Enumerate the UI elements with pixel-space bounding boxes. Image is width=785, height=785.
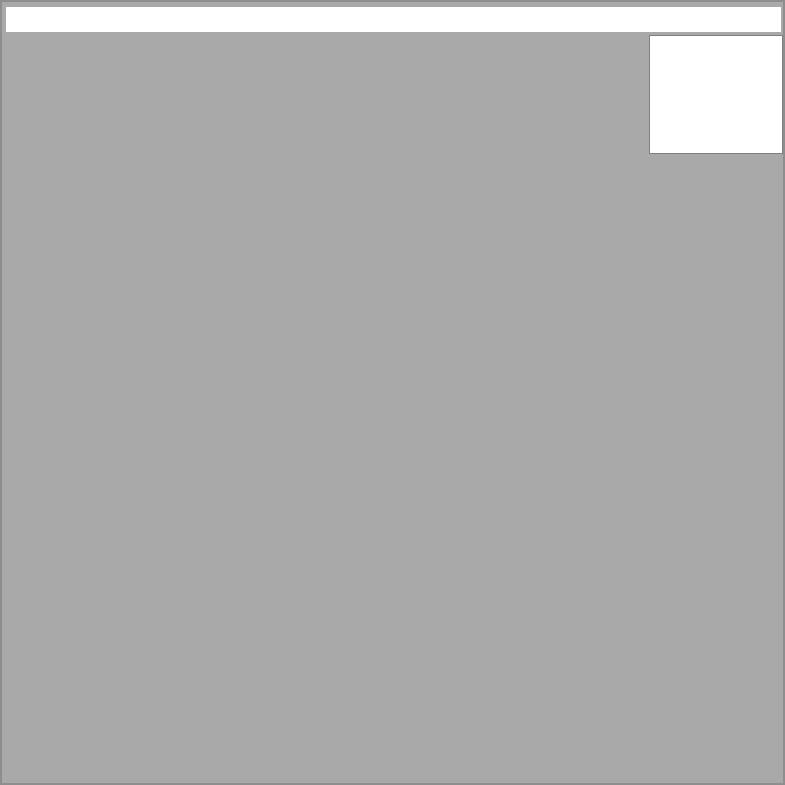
altitude-ns-panel: [675, 164, 781, 769]
altitude-ew-panel: [34, 37, 640, 146]
source-count-box: [649, 35, 783, 154]
map-panel: [34, 164, 640, 769]
figure-title: [6, 7, 781, 32]
